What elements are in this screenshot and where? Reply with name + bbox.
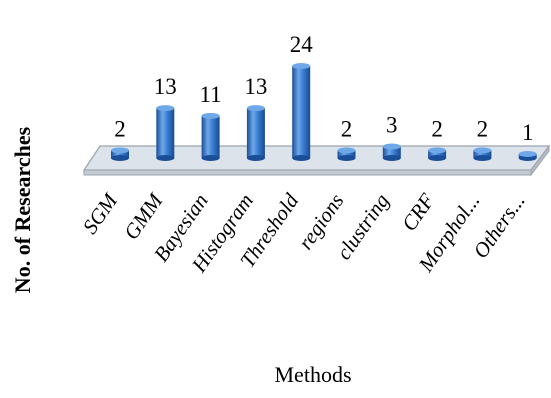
category-label: SGM: [78, 188, 123, 238]
value-label: 2: [114, 116, 126, 141]
bar-4: [292, 63, 311, 161]
bar-base: [201, 155, 220, 161]
bar-2: [201, 112, 220, 161]
bar-base: [473, 155, 492, 161]
floor-edge: [83, 169, 532, 176]
bar-base: [156, 155, 175, 161]
bar-cap: [473, 147, 492, 154]
bar-0: [111, 147, 129, 161]
value-label: 13: [244, 74, 267, 99]
bar-body: [428, 150, 447, 158]
bar-cap: [156, 105, 175, 112]
bar-body: [246, 108, 265, 158]
bars-group: [111, 63, 537, 161]
value-label: 2: [431, 116, 443, 141]
bar-body: [382, 146, 401, 158]
value-label: 11: [200, 82, 222, 107]
bar-3: [246, 105, 265, 161]
bar-body: [337, 150, 356, 158]
value-label: 13: [154, 74, 177, 99]
y-axis-label: No. of Researches: [10, 126, 35, 293]
bar-body: [111, 150, 129, 158]
x-axis-label: Methods: [275, 362, 352, 387]
bar-8: [473, 147, 492, 161]
bar-cap: [337, 147, 356, 154]
bar-cap: [428, 147, 447, 154]
bar-cap: [246, 105, 265, 112]
bar-base: [337, 155, 356, 161]
bar-body: [156, 108, 175, 158]
value-label: 3: [386, 113, 398, 138]
category-labels-group: SGMGMMBayesianHistogramThresholdregionsc…: [78, 188, 530, 277]
bar-base: [428, 155, 447, 161]
bar-base: [382, 155, 401, 161]
bar-6: [382, 143, 401, 161]
bar-1: [156, 105, 175, 161]
bar-base: [246, 155, 265, 161]
bar-5: [337, 147, 356, 161]
bar-body: [201, 115, 220, 158]
value-labels-group: 2 13 11 13 24 2 3 2 2 1: [114, 32, 533, 145]
bar-cap: [111, 147, 129, 154]
value-label: 1: [522, 120, 534, 145]
bar-cap: [382, 143, 401, 150]
value-label: 2: [341, 116, 353, 141]
bar-base: [292, 155, 311, 161]
bar-cap: [292, 63, 311, 69]
bar-cap: [201, 112, 220, 119]
bar-cap: [518, 151, 537, 157]
value-label: 2: [477, 116, 489, 141]
bar-body: [473, 150, 492, 158]
bar-base: [111, 155, 129, 161]
category-label: CRF: [397, 189, 440, 235]
bar-body: [292, 66, 311, 158]
floor-side: [530, 144, 550, 177]
bar-9: [518, 151, 537, 161]
value-label: 24: [290, 32, 314, 57]
bar-7: [428, 147, 447, 161]
